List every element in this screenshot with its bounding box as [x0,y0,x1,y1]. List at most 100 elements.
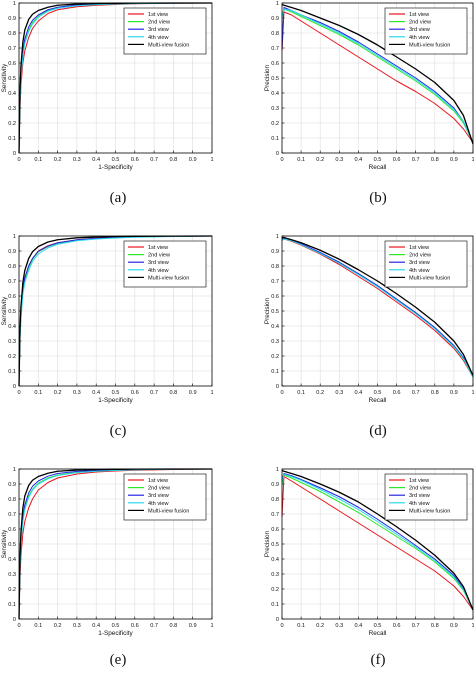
y-tick-label: 0.2 [8,354,16,360]
x-tick-label: 0.4 [355,390,363,396]
y-tick-label: 1 [13,234,16,240]
series-line [281,11,474,143]
x-tick-label: 0.9 [189,390,197,396]
x-tick-label: 0 [280,623,283,629]
legend-entry: Multi-view fusion [409,275,450,281]
legend-box [123,7,207,55]
axes-frame [18,468,213,620]
axes-frame [281,235,474,387]
x-tick-label: 0.9 [189,157,197,163]
x-tick-label: 0.1 [34,157,42,163]
x-tick-label: 0.4 [355,157,363,163]
series-line [281,8,474,143]
chart-panel-d: 0 0.1 0.2 0.3 0.4 0.5 0.6 0.7 0.8 0.9 1 0 0.1 0.2 0.3 0… [264,234,474,404]
series-line [281,476,474,611]
legend-entry: 2nd view [409,20,432,26]
series-line [281,3,474,145]
y-tick-label: 0.6 [8,61,16,67]
y-tick-label: 1 [276,1,279,7]
y-tick-label: 0.8 [271,497,279,503]
y-tick-label: 0.1 [271,136,279,142]
axes-frame [281,2,474,154]
x-tick-label: 1 [210,390,213,396]
x-axis-label: 1-Specificity [98,397,133,404]
legend-entry: 3rd view [148,493,170,499]
x-tick-label: 0.5 [112,623,120,629]
x-tick-label: 0.1 [297,623,305,629]
legend-entry: 4th view [409,501,430,507]
x-tick-label: 0.9 [189,623,197,629]
series-line [282,236,474,376]
x-tick-label: 0.3 [73,157,81,163]
chart-panel-f: 0 0.1 0.2 0.3 0.4 0.5 0.6 0.7 0.8 0.9 1 0 0.1 0.2 0.3 0… [264,467,474,637]
y-tick-label: 0.5 [8,309,16,315]
x-tick-label: 0.2 [54,157,62,163]
y-tick-label: 0.6 [271,527,279,533]
y-tick-label: 0.7 [8,279,16,285]
legend-box [123,473,207,521]
x-tick-label: 1 [471,157,474,163]
series-line [18,468,213,620]
x-tick-label: 0.1 [34,623,42,629]
y-tick-label: 0.2 [8,587,16,593]
x-tick-label: 0.1 [34,390,42,396]
y-tick-label: 0.1 [8,136,16,142]
x-tick-label: 0.9 [450,157,458,163]
x-axis-label: Recall [369,164,387,171]
series-line [281,238,474,378]
legend-entry: 2nd view [409,253,432,259]
panel-label-a: (a) [109,190,127,206]
x-tick-label: 0 [17,623,20,629]
axes-frame [281,468,474,620]
x-axis-label: Recall [369,630,387,637]
legend-entry: 3rd view [409,260,431,266]
y-tick-label: 0.1 [271,369,279,375]
legend-entry: 1st view [148,478,169,484]
y-tick-label: 0.2 [271,587,279,593]
legend-entry: 1st view [409,12,430,18]
x-tick-label: 0.4 [92,157,100,163]
y-tick-label: 0.6 [8,527,16,533]
y-axis-label: Sensitivity [1,296,8,326]
x-tick-label: 0.2 [54,390,62,396]
legend-entry: 4th view [148,35,169,41]
x-tick-label: 0 [280,390,283,396]
y-tick-label: 1 [13,1,16,7]
y-tick-label: 0.5 [271,309,279,315]
y-tick-label: 0.5 [8,76,16,82]
legend-entry: 4th view [409,35,430,41]
legend-entry: 1st view [148,245,169,251]
series-line [281,474,474,611]
x-tick-label: 0.1 [297,390,305,396]
y-tick-label: 0.3 [271,339,279,345]
y-tick-label: 0.3 [271,106,279,112]
x-tick-label: 0.3 [73,390,81,396]
x-tick-label: 0.3 [73,623,81,629]
y-tick-label: 0.6 [271,61,279,67]
y-tick-label: 0 [13,384,16,390]
legend-entry: Multi-view fusion [148,275,189,281]
y-tick-label: 1 [13,467,16,473]
series-line [281,8,474,143]
x-tick-label: 0.5 [112,390,120,396]
x-tick-label: 0.8 [431,390,439,396]
x-axis-label: 1-Specificity [98,630,133,637]
y-tick-label: 0.8 [271,31,279,37]
x-tick-label: 0.8 [170,623,178,629]
y-tick-label: 0.2 [271,121,279,127]
y-tick-label: 0.7 [271,46,279,52]
x-tick-label: 0.4 [92,390,100,396]
y-tick-label: 0.9 [8,482,16,488]
x-tick-label: 0.5 [374,623,382,629]
x-tick-label: 0.3 [335,623,343,629]
y-tick-label: 0.3 [8,106,16,112]
x-tick-label: 1 [471,623,474,629]
x-tick-label: 0.2 [316,623,324,629]
panel-label-b: (b) [369,190,387,206]
y-tick-label: 0.9 [271,16,279,22]
y-tick-label: 0.8 [271,264,279,270]
x-tick-label: 0.7 [412,157,420,163]
